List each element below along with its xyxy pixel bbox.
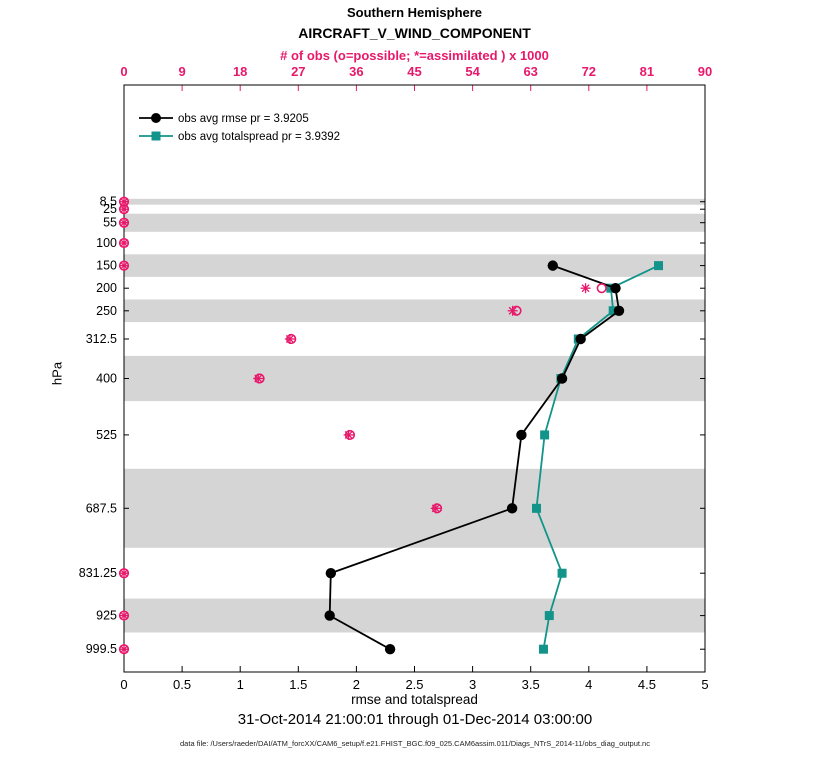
obs-assimilated-marker	[120, 611, 128, 620]
x-bottom-tick-label: 1.5	[289, 677, 307, 692]
plot-box	[123, 84, 706, 673]
y-tick-label: 312.5	[86, 332, 117, 346]
x-top-tick-label: 72	[582, 64, 596, 79]
x-top-tick-label: 18	[233, 64, 247, 79]
rmse-marker	[384, 643, 396, 655]
legend-label: obs avg totalspread pr = 3.9392	[178, 131, 340, 143]
legend-rmse-marker	[151, 113, 161, 123]
obs-possible-marker	[596, 283, 607, 294]
x-top-tick-label: 0	[120, 64, 127, 79]
totalspread-marker	[544, 611, 554, 621]
rmse-marker	[556, 373, 568, 384]
x-bottom-tick-label: 4	[585, 677, 592, 692]
rmse-marker	[610, 282, 621, 294]
rmse-marker	[547, 260, 558, 271]
x-bottom-tick-label: 2.5	[405, 677, 423, 692]
y-tick-label: 525	[96, 428, 117, 442]
obs-assimilated-marker	[285, 334, 294, 343]
rmse-marker	[506, 503, 518, 514]
y-tick-label: 400	[96, 372, 117, 386]
y-tick-label: 250	[96, 304, 117, 318]
y-tick-label: 200	[96, 281, 117, 295]
rmse-marker	[325, 568, 337, 579]
rmse-line	[328, 264, 620, 650]
obs-assimilated-marker	[120, 205, 128, 214]
pressure-layer-band	[124, 598, 705, 633]
chart-title: Southern Hemisphere	[346, 5, 483, 20]
obs-assimilated-marker	[344, 430, 353, 439]
x-bottom-tick-label: 1	[237, 677, 244, 692]
x-top-tick-label: 54	[465, 64, 480, 79]
x-bottom-tick-label: 2	[353, 677, 360, 692]
legend-label: obs avg rmse pr = 3.9205	[178, 113, 309, 125]
obs-assimilated-marker	[254, 374, 263, 383]
x-bottom-tick-label: 3.5	[522, 677, 540, 692]
y-tick-label: 25	[103, 202, 117, 216]
obs-assimilated-marker	[120, 197, 128, 206]
obs-assimilated-marker	[120, 645, 128, 654]
obs-assimilated-marker	[120, 239, 128, 248]
x-top-tick-label: 81	[640, 64, 654, 79]
totalspread-line	[535, 264, 659, 650]
y-tick-label: 999.5	[86, 642, 117, 656]
obs-assimilated-marker	[431, 504, 440, 513]
y-tick-label: 100	[96, 236, 117, 250]
obs-assimilated-marker	[120, 261, 128, 270]
obs-assimilated-marker	[508, 306, 517, 315]
obs-assimilated-marker	[120, 569, 128, 578]
y-tick-label: 8.5	[100, 195, 117, 209]
totalspread-marker	[540, 430, 550, 440]
pressure-layer-band	[124, 355, 705, 402]
x-bottom-tick-label: 0	[120, 677, 127, 692]
y-tick-label: 55	[103, 216, 117, 230]
legend-spread-marker	[151, 131, 161, 141]
y-tick-label: 831.25	[79, 566, 117, 580]
y-axis-label: hPa	[49, 361, 65, 386]
chart-subtitle: AIRCRAFT_V_WIND_COMPONENT	[298, 25, 531, 41]
totalspread-marker	[538, 644, 548, 654]
x-top-tick-label: 36	[349, 64, 363, 79]
x-top-tick-label: 45	[407, 64, 421, 79]
pressure-layer-band	[124, 213, 705, 232]
x-bottom-tick-label: 4.5	[638, 677, 656, 692]
y-tick-label: 687.5	[86, 501, 117, 515]
obs-assimilated-marker	[581, 284, 590, 293]
rmse-marker	[324, 610, 335, 621]
y-tick-label: 150	[96, 259, 117, 273]
obs-assimilated-marker	[120, 218, 128, 227]
pressure-layer-band	[124, 468, 705, 548]
x-axis-label: rmse and totalspread	[351, 692, 478, 707]
totalspread-marker	[654, 261, 664, 271]
pressure-layer-band	[124, 254, 705, 277]
y-tick-label: 925	[96, 609, 117, 623]
x-top-tick-label: 27	[291, 64, 305, 79]
totalspread-marker	[532, 503, 542, 513]
timespan-caption: 31-Oct-2014 21:00:01 through 01-Dec-2014…	[237, 711, 593, 728]
totalspread-marker	[557, 568, 567, 578]
x-bottom-tick-label: 3	[469, 677, 476, 692]
rmse-marker	[516, 429, 527, 441]
pressure-layer-band	[124, 198, 705, 205]
totalspread-marker	[608, 306, 618, 316]
x-top-tick-label: 90	[698, 64, 712, 79]
x-top-tick-label: 9	[178, 64, 185, 79]
x-top-tick-label: 63	[523, 64, 537, 79]
x-bottom-tick-label: 5	[701, 677, 708, 692]
x-bottom-tick-label: 0.5	[173, 677, 191, 692]
datafile-caption: data file: /Users/raeder/DAI/ATM_forcXX/…	[180, 739, 650, 748]
pressure-layer-band	[124, 299, 705, 323]
obs-axis-label: # of obs (o=possible; *=assimilated ) x …	[280, 48, 549, 63]
rmse-marker	[613, 305, 625, 316]
rmse-marker	[575, 333, 586, 345]
